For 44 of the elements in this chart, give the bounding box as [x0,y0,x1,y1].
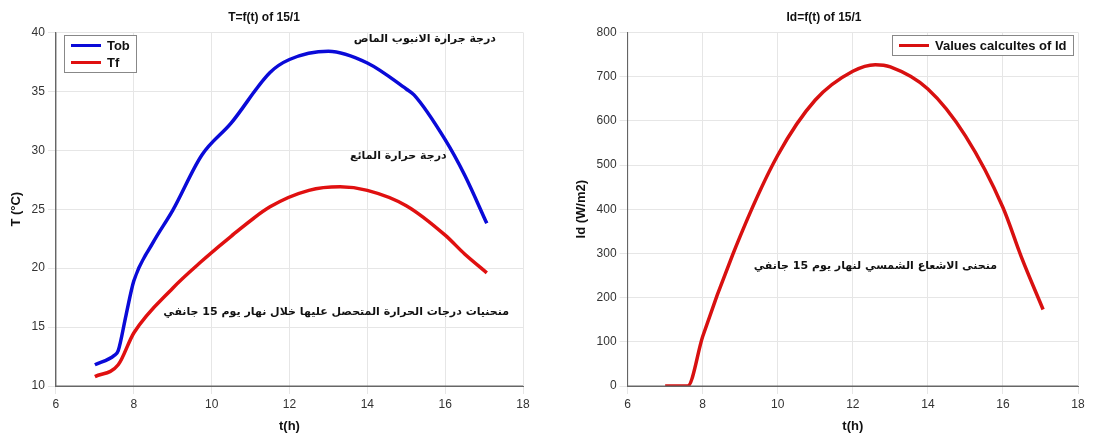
y-tick-label: 800 [596,24,617,39]
x-tick-label: 18 [516,396,530,411]
legend-label: Values calcultes of Id [935,38,1067,54]
x-tick-label: 8 [699,396,707,411]
y-tick-label: 25 [31,201,46,216]
x-tick-label: 16 [996,396,1010,411]
y-tick-label: 40 [31,24,46,39]
chart-title: T=f(t) of 15/1 [228,9,301,24]
x-tick-label: 6 [52,396,60,411]
y-tick-label: 0 [609,378,617,393]
y-tick-label: 700 [596,68,617,83]
line-series [663,62,1045,386]
y-tick-label: 500 [596,157,617,172]
x-tick-label: 16 [438,396,453,411]
y-tick-label: 400 [596,201,617,216]
y-tick-label: 100 [596,334,617,349]
y-tick-label: 35 [31,83,46,98]
legend-label: Tob [106,38,130,54]
x-tick-label: 12 [282,396,297,411]
y-tick-label: 10 [31,378,46,393]
x-tick-label: 10 [204,396,219,411]
x-axis-title: t(h) [279,417,300,433]
y-tick-label: 600 [596,113,617,128]
legend-label: Tf [106,55,120,71]
x-tick-label: 10 [771,396,785,411]
annotation: منحنى الاشعاع الشمسي لنهار يوم 15 جانفي [753,258,997,272]
y-axis-title: Id (W/m2) [573,179,589,239]
x-tick-label: 6 [624,396,632,411]
x-tick-label: 18 [1071,396,1085,411]
x-tick-label: 8 [130,396,138,411]
annotation: درجة حرارة المائع [349,149,447,163]
annotation: منحنيات درجات الحرارة المتحصل عليها خلال نهار يوم 15 جانفي [163,304,510,318]
y-axis-title: T (°C) [8,191,24,227]
x-tick-label: 12 [846,396,860,411]
y-tick-label: 20 [31,260,46,275]
x-axis-title: t(h) [842,417,864,433]
annotation: درجة جرارة الانبوب الماص [353,32,497,46]
y-tick-label: 30 [31,142,46,157]
y-tick-label: 15 [31,319,46,334]
y-tick-label: 200 [596,289,617,304]
chart-title: Id=f(t) of 15/1 [786,9,862,24]
y-tick-label: 300 [596,245,617,260]
x-tick-label: 14 [360,396,375,411]
x-tick-label: 14 [921,396,935,411]
